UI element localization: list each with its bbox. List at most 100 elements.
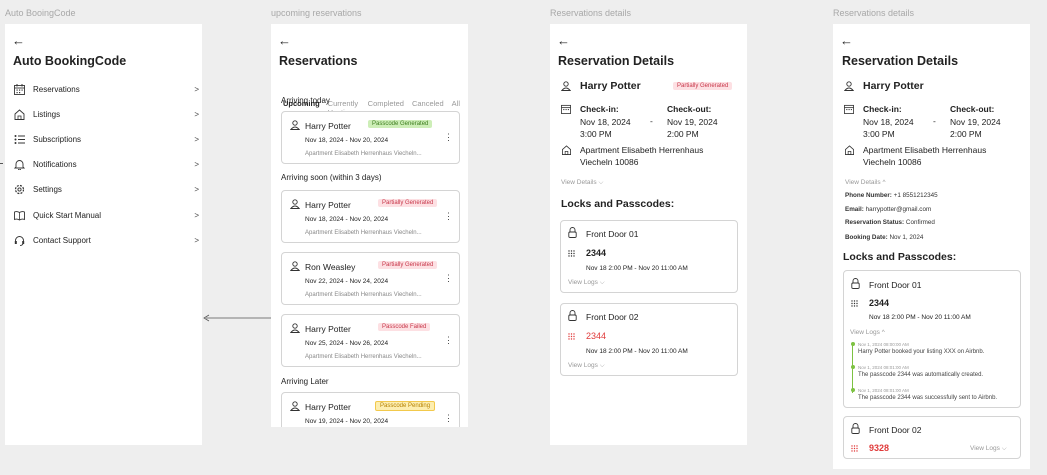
property-address-line1: Apartment Elisabeth Herrenhaus	[863, 145, 987, 155]
chevron-right-icon: >	[194, 211, 199, 220]
lock-name: Front Door 02	[586, 312, 639, 322]
booking-value: Nov 1, 2024	[889, 234, 924, 241]
view-logs-toggle[interactable]: View Logs ^	[850, 329, 885, 336]
email-label: Email:	[845, 206, 864, 213]
log-dot	[850, 342, 855, 346]
calendar-icon	[844, 104, 854, 114]
passcode-validity: Nov 18 2:00 PM - Nov 20 11:00 AM	[586, 265, 688, 272]
reservation-card[interactable]: Harry Potter Passcode Pending Nov 19, 20…	[281, 392, 460, 427]
chevron-right-icon: >	[194, 85, 199, 94]
person-icon	[561, 81, 571, 91]
view-logs-toggle[interactable]: View Logs ⌵	[568, 279, 605, 287]
view-logs-toggle[interactable]: View Logs ⌵	[970, 445, 1007, 453]
email-row: Email: harrypotter@gmail.com	[845, 206, 931, 213]
menu-item-reservations[interactable]: Reservations >	[13, 77, 199, 102]
reservation-address: Apartment Elisabeth Herrenhaus Viecheln.…	[305, 151, 422, 157]
menu-item-label: Contact Support	[33, 236, 91, 245]
list-icon	[13, 134, 25, 146]
menu-item-settings[interactable]: Settings >	[13, 177, 199, 202]
more-options-icon[interactable]: ⋮	[444, 335, 453, 345]
view-logs-label: View Logs	[970, 445, 1000, 452]
keypad-icon	[851, 445, 858, 452]
section-arriving-soon: Arriving soon (within 3 days)	[281, 173, 382, 182]
status-badge: Passcode Failed	[378, 323, 431, 331]
back-arrow-icon[interactable]: ←	[12, 33, 25, 48]
menu-item-label: Subscriptions	[33, 135, 82, 144]
booking-date-row: Booking Date: Nov 1, 2024	[845, 234, 923, 241]
view-logs-label: View Logs	[568, 279, 598, 286]
booking-label: Booking Date:	[845, 234, 888, 241]
more-options-icon[interactable]: ⋮	[444, 273, 453, 283]
back-arrow-icon[interactable]: ←	[557, 33, 570, 48]
calendar-icon	[561, 104, 571, 114]
chevron-down-icon: ⌵	[599, 362, 605, 369]
more-options-icon[interactable]: ⋮	[444, 211, 453, 221]
log-timestamp: Nov 1, 2024 08:01:00 AM	[858, 388, 909, 393]
checkin-date: Nov 18, 2024	[863, 117, 914, 127]
reservation-details-expanded-screen: ← Reservation Details Harry Potter Check…	[833, 24, 1030, 469]
checkin-label: Check-in:	[580, 104, 619, 114]
lock-name: Front Door 02	[869, 425, 922, 435]
checkin-time: 3:00 PM	[863, 129, 895, 139]
checkin-time: 3:00 PM	[580, 129, 612, 139]
keypad-icon	[568, 250, 575, 257]
menu-item-label: Listings	[33, 110, 61, 119]
back-arrow-icon[interactable]: ←	[278, 33, 291, 48]
tab-all[interactable]: All	[451, 99, 460, 108]
status-label: Reservation Status:	[845, 219, 905, 226]
view-logs-toggle[interactable]: View Logs ⌵	[568, 362, 605, 370]
view-details-toggle[interactable]: View Details ⌵	[561, 179, 603, 187]
log-dot	[850, 365, 855, 369]
passcode: 2344	[586, 248, 607, 258]
view-details-toggle[interactable]: View Details ^	[845, 179, 886, 186]
phone-row: Phone Number: +1 8551212345	[845, 192, 938, 199]
passcode: 2344	[869, 298, 890, 308]
section-arriving-today: Arriving today	[281, 96, 330, 105]
status-row: Reservation Status: Confirmed	[845, 219, 935, 226]
lock-name: Front Door 01	[869, 280, 922, 290]
gear-icon	[13, 184, 25, 196]
tab-completed[interactable]: Completed	[367, 99, 404, 108]
reservation-card[interactable]: Harry Potter Passcode Failed Nov 25, 202…	[281, 314, 460, 367]
back-arrow-icon[interactable]: ←	[840, 33, 853, 48]
chevron-down-icon: ⌵	[599, 279, 605, 286]
reservation-card[interactable]: Ron Weasley Partially Generated Nov 22, …	[281, 252, 460, 305]
reservation-address: Apartment Elisabeth Herrenhaus Viecheln.…	[305, 230, 422, 236]
chevron-right-icon: >	[194, 236, 199, 245]
phone-value: +1 8551212345	[893, 192, 938, 199]
menu-item-listings[interactable]: Listings >	[13, 102, 199, 127]
menu-item-subscriptions[interactable]: Subscriptions >	[13, 127, 199, 152]
menu-item-quick-start[interactable]: Quick Start Manual >	[13, 203, 199, 228]
view-details-label: View Details	[561, 179, 597, 186]
reservation-card[interactable]: Harry Potter Partially Generated Nov 18,…	[281, 190, 460, 243]
person-icon	[290, 199, 300, 209]
guest-name: Harry Potter	[305, 402, 351, 412]
more-options-icon[interactable]: ⋮	[444, 413, 453, 423]
passcode-validity: Nov 18 2:00 PM - Nov 20 11:00 AM	[586, 348, 688, 355]
frame-label-details: Reservations details	[550, 8, 632, 18]
chevron-up-icon: ^	[881, 329, 885, 336]
more-options-icon[interactable]: ⋮	[444, 132, 453, 142]
person-icon	[290, 120, 300, 130]
checkin-label: Check-in:	[863, 104, 902, 114]
guest-name: Ron Weasley	[305, 262, 356, 272]
lock-icon	[851, 278, 860, 289]
lock-icon	[568, 227, 577, 238]
reservation-dates: Nov 25, 2024 - Nov 26, 2024	[305, 340, 389, 347]
checkout-label: Check-out:	[950, 104, 995, 114]
frame-label-reservations: upcoming reservations	[271, 8, 362, 18]
tab-canceled[interactable]: Canceled	[411, 99, 444, 108]
log-timestamp: Nov 1, 2024 08:00:00 AM	[858, 342, 909, 347]
page-title: Reservation Details	[558, 54, 675, 68]
status-badge: Passcode Generated	[368, 120, 433, 128]
reservation-card[interactable]: Harry Potter Passcode Generated Nov 18, …	[281, 111, 460, 164]
menu-item-contact-support[interactable]: Contact Support >	[13, 228, 199, 253]
status-badge: Passcode Pending	[375, 401, 436, 411]
home-icon	[13, 109, 25, 121]
lock-icon	[568, 310, 577, 321]
passcode: 2344	[586, 331, 607, 341]
view-details-label: View Details	[845, 179, 881, 186]
app-title: Auto BookingCode	[13, 54, 127, 68]
menu-item-notifications[interactable]: Notifications >	[13, 152, 199, 177]
book-icon	[13, 210, 25, 222]
